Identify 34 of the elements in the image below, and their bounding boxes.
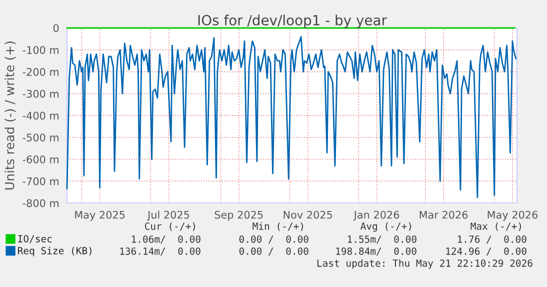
text: 1.76 / 0.00	[458, 235, 526, 244]
text: Avg (-/+)	[360, 222, 411, 232]
y-tick-label: -400 m	[22, 112, 58, 120]
y-tick-label: -100 m	[22, 46, 58, 54]
line-series	[66, 36, 517, 198]
y-tick-label: -200 m	[22, 68, 58, 76]
text: 1.06m/ 0.00	[132, 235, 200, 244]
text: 1.55m/ 0.00	[348, 235, 416, 244]
x-tick-label: Sep 2025	[214, 210, 263, 221]
y-tick-label: -800 m	[22, 199, 58, 208]
text: Max (-/+)	[470, 222, 521, 231]
y-tick-label: 0	[53, 24, 59, 32]
legend-label: Req Size (KB)	[18, 246, 92, 256]
y-axis-title: Units read (-) / write (+)	[4, 42, 16, 190]
legend-label: IO/sec	[18, 235, 52, 244]
chart-title: IOs for /dev/loop1 - by year	[198, 14, 387, 28]
x-tick-label: Jan 2026	[353, 210, 400, 221]
text: 0.00 / 0.00	[239, 247, 308, 256]
text: 136.14m/ 0.00	[120, 247, 200, 256]
x-tick-label: Mar 2026	[420, 210, 468, 219]
x-tick-label: Jul 2025	[147, 210, 190, 221]
y-tick-label: -700 m	[22, 177, 58, 186]
x-tick-label: Nov 2025	[284, 210, 332, 219]
text: 198.84m/ 0.00	[336, 247, 416, 256]
y-tick-label: -300 m	[22, 90, 58, 98]
y-tick-label: -600 m	[22, 155, 58, 164]
text: 0.00 / 0.00	[239, 235, 308, 244]
text: Cur (-/+)	[144, 222, 195, 231]
x-tick-label: May 2025	[75, 210, 125, 221]
x-tick-label: May 2026	[488, 210, 538, 221]
text: Min (-/+)	[252, 222, 303, 231]
y-tick-label: -500 m	[22, 134, 58, 142]
text: Last update: Thu May 21 22:10:29 2026	[317, 259, 532, 269]
text: 124.96 / 0.00	[446, 247, 526, 256]
